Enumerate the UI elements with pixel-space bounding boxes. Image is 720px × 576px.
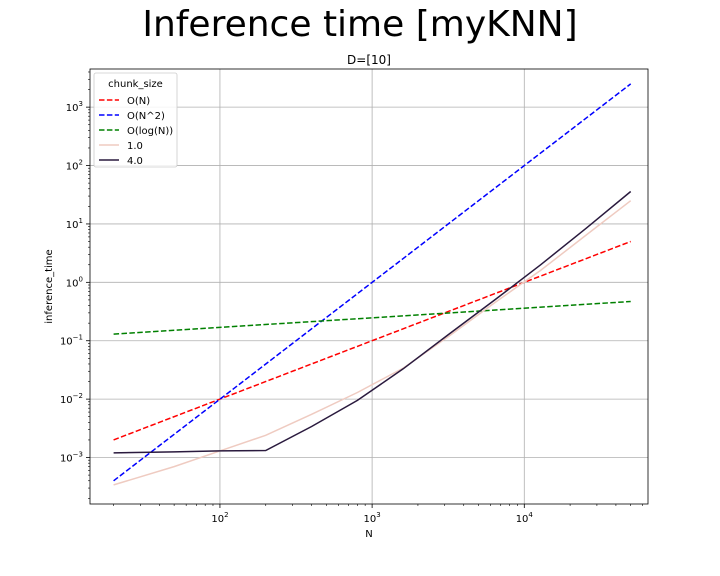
x-axis-label: N <box>365 529 372 540</box>
x-tick-label: 103 <box>364 511 381 525</box>
legend-label-4: 4.0 <box>127 156 143 167</box>
y-tick-label: 100 <box>66 275 83 289</box>
y-axis-label: inference_time <box>44 249 55 323</box>
y-tick-label: 10−1 <box>60 334 83 348</box>
x-tick-label: 104 <box>516 511 534 525</box>
series-line-3 <box>113 200 632 486</box>
legend: chunk_size O(N) O(N^2) O(log(N)) 1.0 4.0 <box>93 72 178 168</box>
axes-title: D=[10] <box>347 53 391 67</box>
legend-label-3: 1.0 <box>127 141 143 152</box>
x-tick-label: 102 <box>211 511 228 525</box>
y-tick-label: 101 <box>66 217 83 231</box>
series-line-0 <box>113 240 631 441</box>
series-line-2 <box>113 300 631 335</box>
series-line-4 <box>113 190 632 454</box>
y-tick-label: 103 <box>66 100 83 114</box>
legend-label-0: O(N) <box>127 96 150 107</box>
legend-box <box>93 72 178 168</box>
legend-label-1: O(N^2) <box>127 111 165 122</box>
y-tick-label: 10−2 <box>60 392 83 406</box>
plot-frame <box>89 68 649 505</box>
y-tick-label: 10−3 <box>60 451 83 465</box>
figure-title: Inference time [myKNN] <box>142 4 578 45</box>
legend-label-2: O(log(N)) <box>127 126 173 137</box>
series-line-1 <box>113 83 632 482</box>
legend-title: chunk_size <box>108 79 163 90</box>
y-tick-label: 102 <box>66 159 83 173</box>
